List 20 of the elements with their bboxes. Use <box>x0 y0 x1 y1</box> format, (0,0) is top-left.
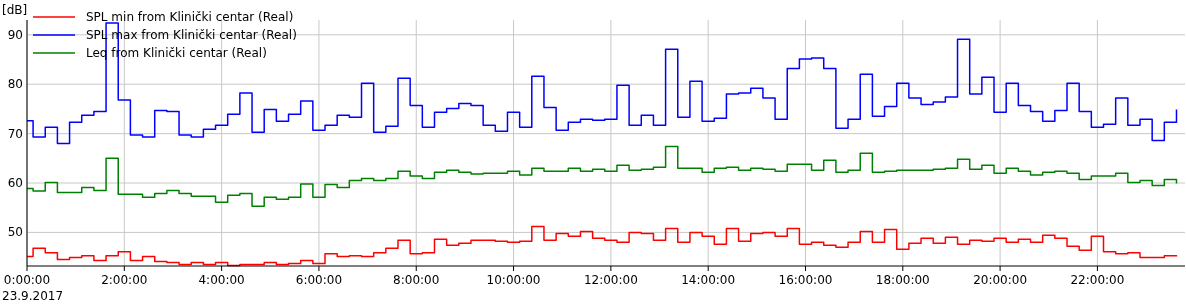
x-tick-label: 2:00:00 <box>101 273 148 287</box>
x-tick-label: 8:00:00 <box>393 273 440 287</box>
y-tick-label: 90 <box>7 27 23 42</box>
y-axis-title: [dB] <box>2 3 28 17</box>
y-tick-label: 60 <box>7 176 23 191</box>
x-tick-label: 14:00:00 <box>681 273 736 287</box>
x-tick-label: 12:00:00 <box>583 273 638 287</box>
x-tick-label: 20:00:00 <box>973 273 1028 287</box>
text: 23.9.2017 <box>2 289 64 303</box>
legend-label: SPL min from Klinički centar (Real) <box>86 10 294 24</box>
y-tick-label: 50 <box>7 225 23 240</box>
x-tick-label: 10:00:00 <box>486 273 541 287</box>
x-tick-label: 22:00:00 <box>1070 273 1125 287</box>
x-tick-label: 16:00:00 <box>778 273 833 287</box>
x-tick-label: 18:00:00 <box>875 273 930 287</box>
y-tick-label: 70 <box>7 126 23 141</box>
x-tick-label: 6:00:00 <box>295 273 343 287</box>
x-tick-label: 4:00:00 <box>198 273 245 287</box>
y-tick-label: 80 <box>7 77 23 92</box>
x-tick-label: 0:00:00 <box>3 273 51 287</box>
